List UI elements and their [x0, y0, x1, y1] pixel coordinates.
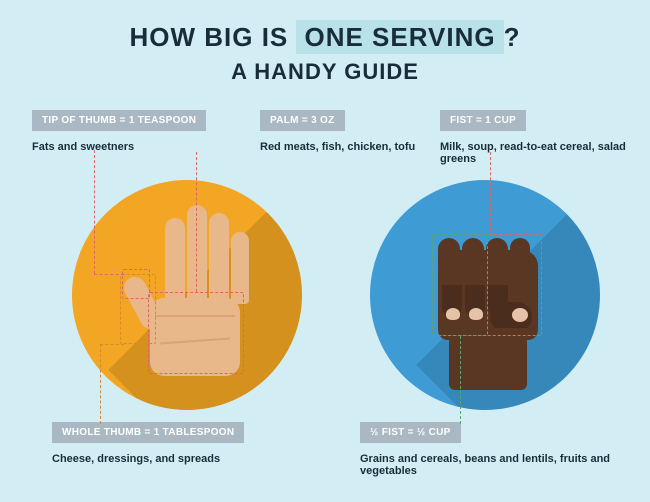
palm-crease	[155, 315, 235, 317]
leader-line	[100, 344, 132, 424]
leader-line	[100, 344, 124, 345]
title: HOW BIG IS ONE SERVING? A HANDY GUIDE	[0, 0, 650, 85]
desc-palm: Red meats, fish, chicken, tofu	[260, 141, 430, 153]
callout-whole-thumb: WHOLE THUMB = 1 TABLESPOON Cheese, dress…	[52, 422, 292, 465]
leader-line	[94, 150, 134, 274]
finger-middle	[187, 205, 207, 303]
finger-index	[165, 218, 185, 303]
leader-line	[460, 336, 461, 424]
title-pre: HOW BIG IS	[129, 22, 296, 52]
callout-palm: PALM = 3 OZ Red meats, fish, chicken, to…	[260, 110, 430, 153]
title-line-2: A HANDY GUIDE	[0, 59, 650, 85]
tag-tip-thumb: TIP OF THUMB = 1 TEASPOON	[32, 110, 206, 131]
title-post: ?	[504, 22, 521, 52]
desc-half-fist: Grains and cereals, beans and lentils, f…	[360, 453, 630, 477]
tag-half-fist: ½ FIST = ½ CUP	[360, 422, 461, 443]
desc-whole-thumb: Cheese, dressings, and spreads	[52, 453, 292, 465]
tag-whole-thumb: WHOLE THUMB = 1 TABLESPOON	[52, 422, 244, 443]
desc-tip-thumb: Fats and sweetners	[32, 141, 242, 153]
leader-line	[490, 152, 491, 236]
thumb-nail	[512, 308, 528, 322]
finger-pinky	[231, 232, 249, 304]
title-highlight: ONE SERVING	[296, 20, 503, 54]
title-line-1: HOW BIG IS ONE SERVING?	[0, 22, 650, 53]
nail	[469, 308, 483, 320]
tag-fist: FIST = 1 CUP	[440, 110, 526, 131]
callout-tip-thumb: TIP OF THUMB = 1 TEASPOON Fats and sweet…	[32, 110, 242, 153]
leader-line	[196, 152, 197, 292]
callout-half-fist: ½ FIST = ½ CUP Grains and cereals, beans…	[360, 422, 630, 477]
nail	[446, 308, 460, 320]
tag-palm: PALM = 3 OZ	[260, 110, 345, 131]
leader-line	[94, 274, 124, 275]
fist-graphic	[370, 180, 600, 410]
desc-fist: Milk, soup, read-to-eat cereal, salad gr…	[440, 141, 630, 165]
finger-ring	[209, 213, 229, 303]
callout-fist: FIST = 1 CUP Milk, soup, read-to-eat cer…	[440, 110, 630, 165]
